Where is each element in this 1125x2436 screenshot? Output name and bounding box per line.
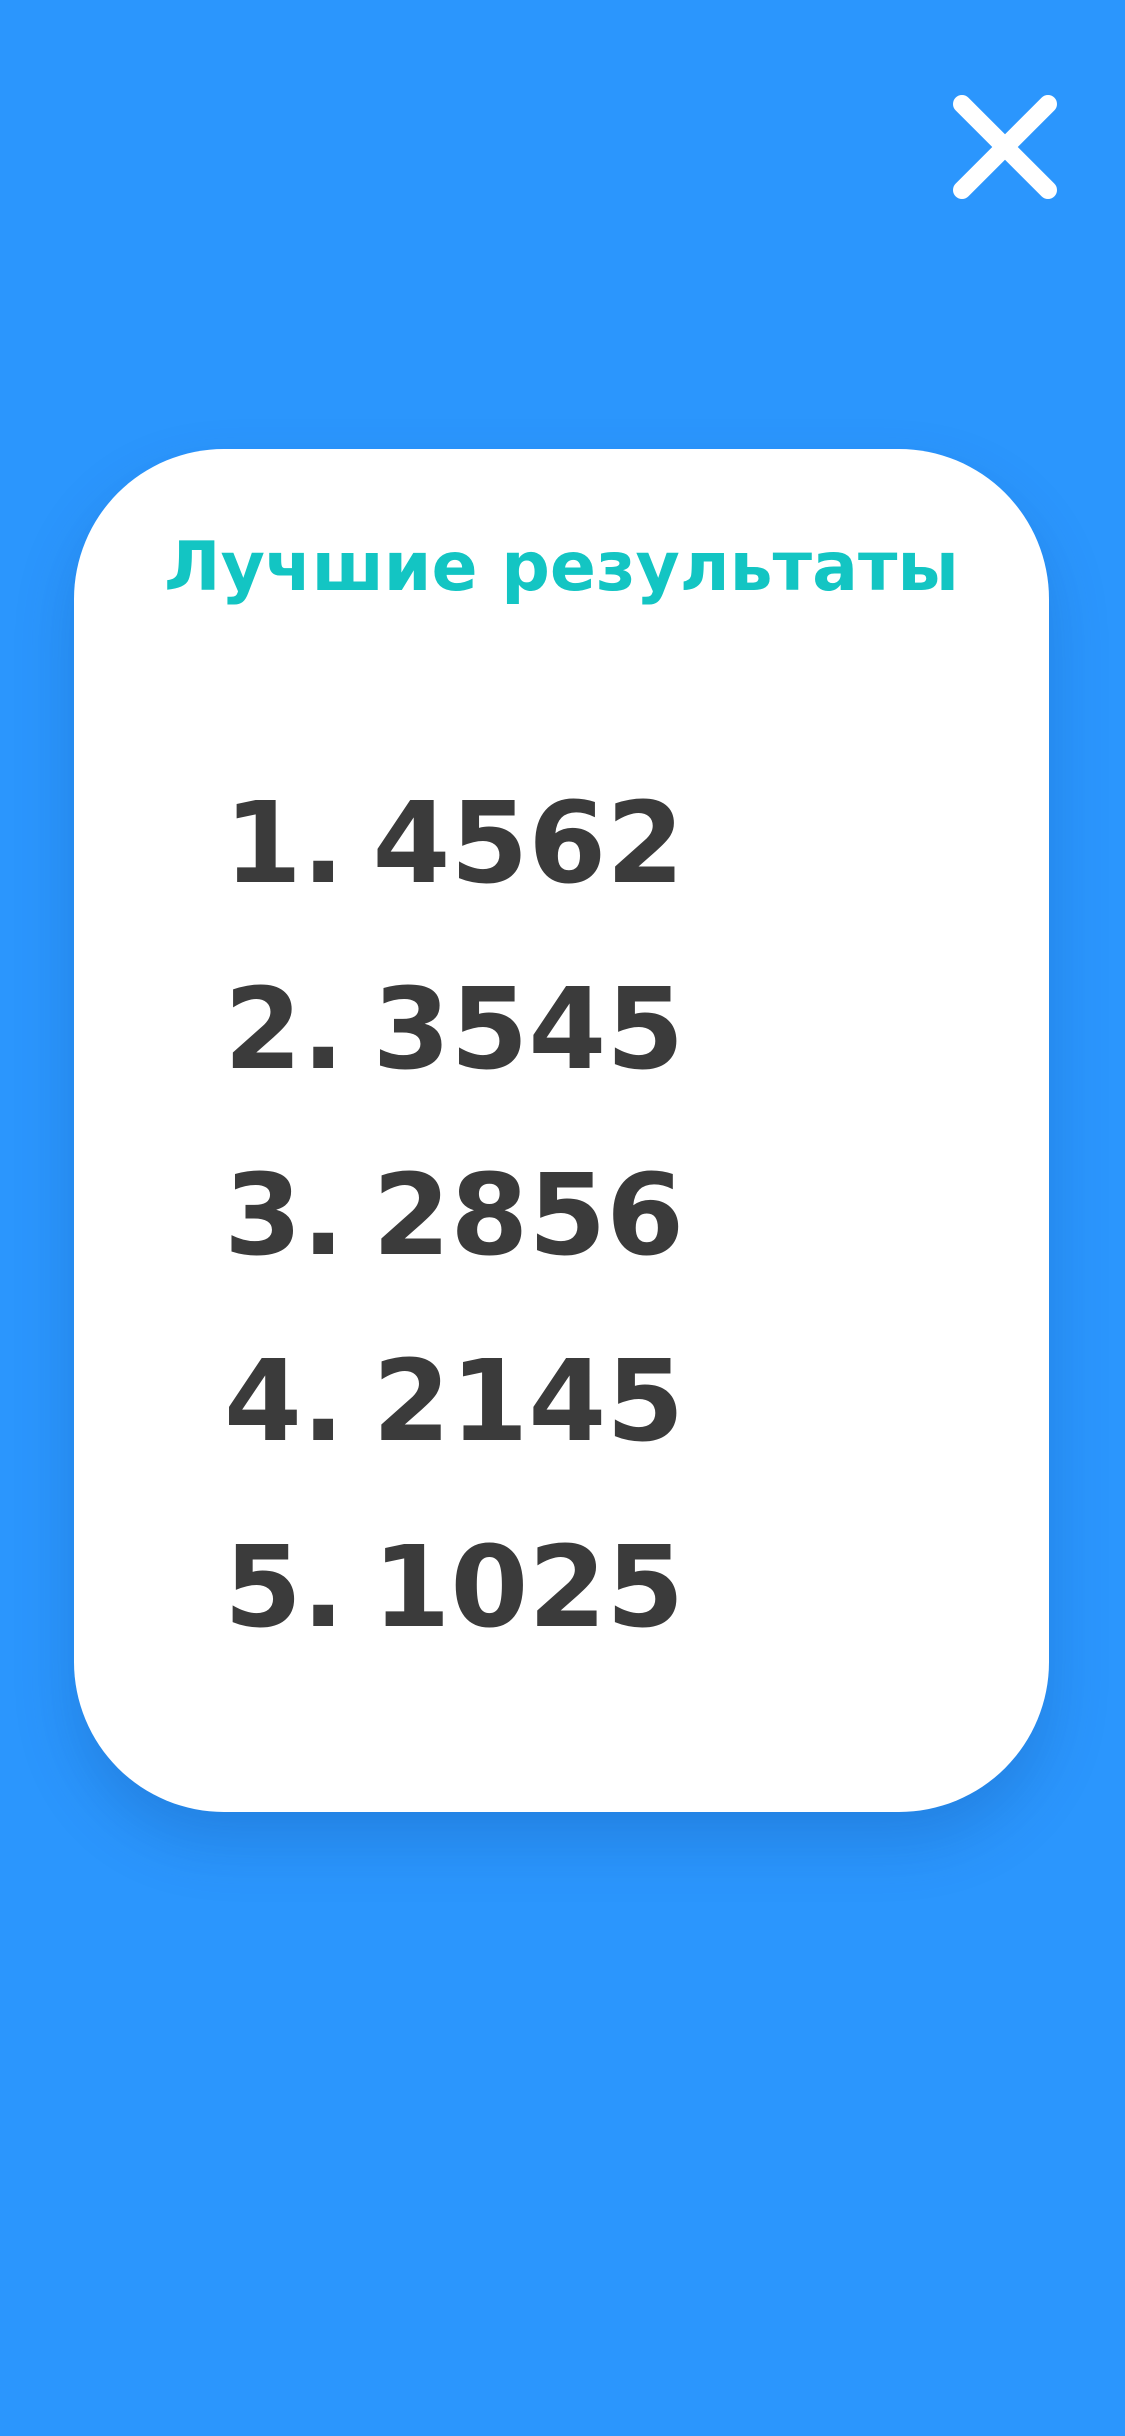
close-icon — [953, 95, 1057, 199]
score-list: 1. 4562 2. 3545 3. 2856 4. 2145 5. 1025 — [224, 751, 684, 1681]
score-row-3: 3. 2856 — [224, 1123, 684, 1309]
score-value: 4562 — [372, 779, 685, 909]
close-button[interactable] — [950, 92, 1060, 202]
score-rank: 5. — [224, 1523, 345, 1653]
score-row-4: 4. 2145 — [224, 1309, 684, 1495]
score-value: 2856 — [372, 1151, 685, 1281]
score-row-5: 5. 1025 — [224, 1495, 684, 1681]
score-rank: 4. — [224, 1337, 345, 1467]
score-rank: 1. — [224, 779, 345, 909]
card-title: Лучшие результаты — [164, 528, 959, 607]
score-value: 3545 — [372, 965, 685, 1095]
score-rank: 3. — [224, 1151, 345, 1281]
score-rank: 2. — [224, 965, 345, 1095]
score-value: 2145 — [372, 1337, 685, 1467]
high-scores-card: Лучшие результаты 1. 4562 2. 3545 3. 285… — [74, 449, 1049, 1812]
score-value: 1025 — [372, 1523, 685, 1653]
score-row-1: 1. 4562 — [224, 751, 684, 937]
score-row-2: 2. 3545 — [224, 937, 684, 1123]
